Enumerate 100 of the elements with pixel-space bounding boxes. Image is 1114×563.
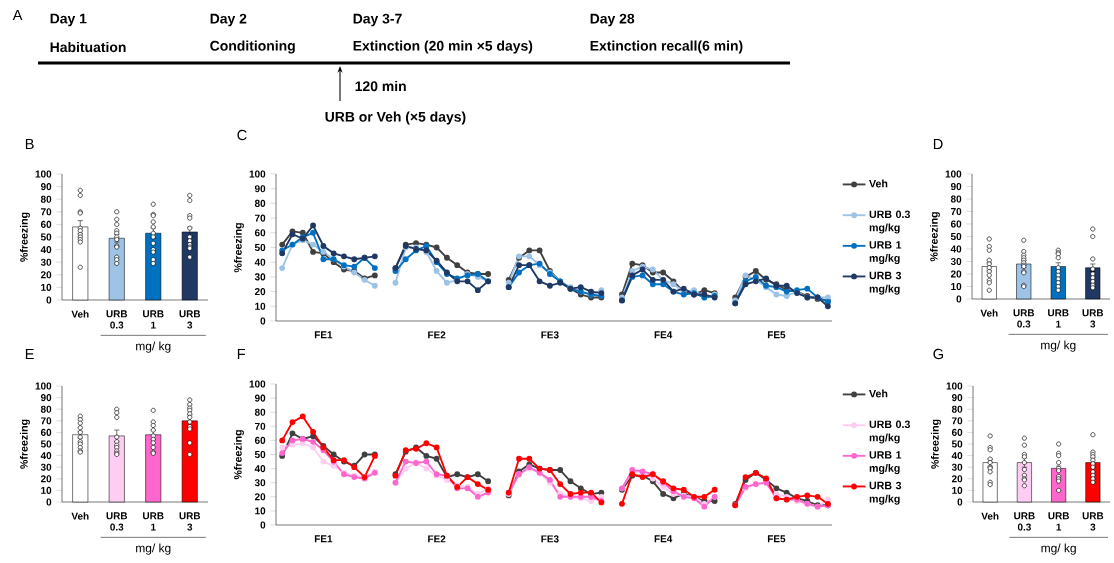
text: Day 3-7 [353, 13, 402, 27]
y-tick-label: 100 [249, 170, 266, 178]
y-tick-label: 0 [956, 295, 962, 303]
y-tick-label: 70 [952, 417, 963, 425]
x-tick-label: URB 0.3 [106, 310, 128, 329]
x-tick-label: URB 3 [1082, 512, 1104, 531]
legend-label: Veh [869, 179, 888, 188]
x-axis-title: mg/ kg [136, 341, 171, 353]
y-tick-label: 20 [254, 288, 266, 296]
y-tick-label: 60 [950, 220, 962, 228]
y-tick-label: 80 [40, 195, 52, 203]
y-tick-label: 100 [946, 382, 963, 390]
y-tick-label: 60 [254, 436, 266, 444]
x-tick-label: FE4 [654, 535, 673, 543]
chart-title: B [25, 139, 34, 150]
x-tick-label: URB 1 [143, 512, 164, 531]
y-tick-label: 40 [40, 246, 52, 254]
y-tick-label: 50 [40, 440, 52, 448]
y-tick-label: 40 [254, 258, 266, 266]
y-tick-label: 10 [952, 486, 963, 494]
x-tick-label: URB 0.3 [1014, 512, 1035, 531]
x-tick-label: FE5 [767, 331, 786, 339]
legend-label: URB 1 mg/kg [869, 241, 902, 265]
x-axis-title: mg/ kg [1041, 340, 1076, 352]
y-tick-label: 100 [945, 170, 962, 178]
y-tick-label: 50 [254, 243, 266, 252]
legend-label: URB 1 mg/kg [869, 451, 902, 475]
x-tick-label: URB 0.3 [1013, 309, 1035, 328]
y-tick-label: 20 [254, 493, 266, 501]
y-tick-label: 70 [41, 208, 52, 216]
x-tick-label: FE4 [654, 331, 673, 339]
chart-title: G [933, 348, 943, 360]
x-axis-title: mg/ kg [1041, 543, 1076, 555]
y-tick-label: 0 [260, 521, 266, 529]
y-tick-label: 60 [40, 220, 52, 228]
y-tick-label: 100 [35, 382, 52, 390]
chart-title: D [933, 139, 943, 150]
x-tick-label: FE1 [314, 331, 333, 339]
x-tick-label: Veh [981, 512, 999, 520]
text: A [12, 9, 23, 21]
y-tick-label: 10 [255, 302, 266, 310]
y-tick-label: 80 [254, 408, 266, 416]
y-tick-label: 80 [40, 405, 52, 413]
y-tick-label: 10 [41, 283, 52, 291]
text: URB or Veh (×5 days) [325, 111, 466, 125]
x-tick-label: FE2 [428, 535, 446, 543]
y-tick-label: 70 [255, 422, 266, 430]
y-axis-title: %freezing [233, 430, 244, 480]
y-tick-label: 50 [254, 450, 266, 459]
text: Day 28 [590, 13, 635, 27]
legend-label: URB 3 mg/kg [869, 481, 902, 505]
legend-label: URB 0.3 mg/kg [869, 210, 910, 234]
y-tick-label: 50 [951, 440, 963, 448]
y-tick-label: 30 [40, 463, 52, 471]
y-tick-label: 40 [40, 452, 52, 460]
x-tick-label: FE1 [314, 535, 333, 543]
y-tick-label: 20 [40, 475, 52, 483]
y-tick-label: 0 [46, 296, 52, 304]
legend-label: URB 0.3 mg/kg [869, 420, 910, 444]
y-tick-label: 50 [40, 233, 52, 241]
x-tick-label: FE3 [541, 535, 559, 543]
x-tick-label: URB 3 [1082, 309, 1104, 328]
y-tick-label: 90 [40, 394, 52, 402]
y-tick-label: 20 [40, 271, 52, 279]
y-axis-title: %freezing [929, 212, 940, 262]
y-tick-label: 50 [950, 232, 962, 241]
chart-title: F [237, 349, 246, 360]
y-tick-label: 60 [40, 428, 52, 436]
y-tick-label: 90 [950, 182, 962, 191]
text: Extinction recall(6 min) [590, 40, 743, 54]
y-tick-label: 20 [951, 475, 963, 483]
x-tick-label: URB 3 [179, 310, 201, 329]
x-tick-label: URB 0.3 [106, 512, 128, 531]
y-tick-label: 70 [41, 417, 52, 425]
y-tick-label: 10 [41, 486, 52, 494]
x-tick-label: FE2 [428, 331, 446, 339]
x-tick-label: FE5 [767, 535, 786, 543]
y-tick-label: 90 [40, 183, 52, 191]
y-tick-label: 40 [254, 465, 266, 473]
x-axis-title: mg/ kg [136, 543, 171, 555]
chart-title: E [25, 349, 34, 360]
text: Conditioning [210, 40, 295, 54]
x-tick-label: FE3 [541, 331, 559, 339]
y-tick-label: 60 [254, 229, 266, 237]
y-tick-label: 80 [951, 405, 963, 413]
y-axis-title: %freezing [19, 419, 30, 469]
y-tick-label: 100 [249, 380, 266, 388]
y-tick-label: 70 [255, 214, 266, 222]
text: Habituation [50, 41, 126, 53]
y-tick-label: 0 [957, 498, 963, 506]
y-tick-label: 80 [950, 195, 962, 203]
y-tick-label: 30 [254, 273, 266, 281]
text: Day 2 [210, 13, 247, 27]
x-tick-label: URB 1 [1048, 309, 1069, 328]
legend-label: Veh [869, 389, 888, 398]
y-tick-label: 30 [254, 479, 266, 487]
y-tick-label: 10 [951, 282, 962, 291]
text: 120 min [355, 80, 406, 92]
y-tick-label: 30 [951, 463, 963, 471]
y-tick-label: 40 [951, 452, 963, 460]
